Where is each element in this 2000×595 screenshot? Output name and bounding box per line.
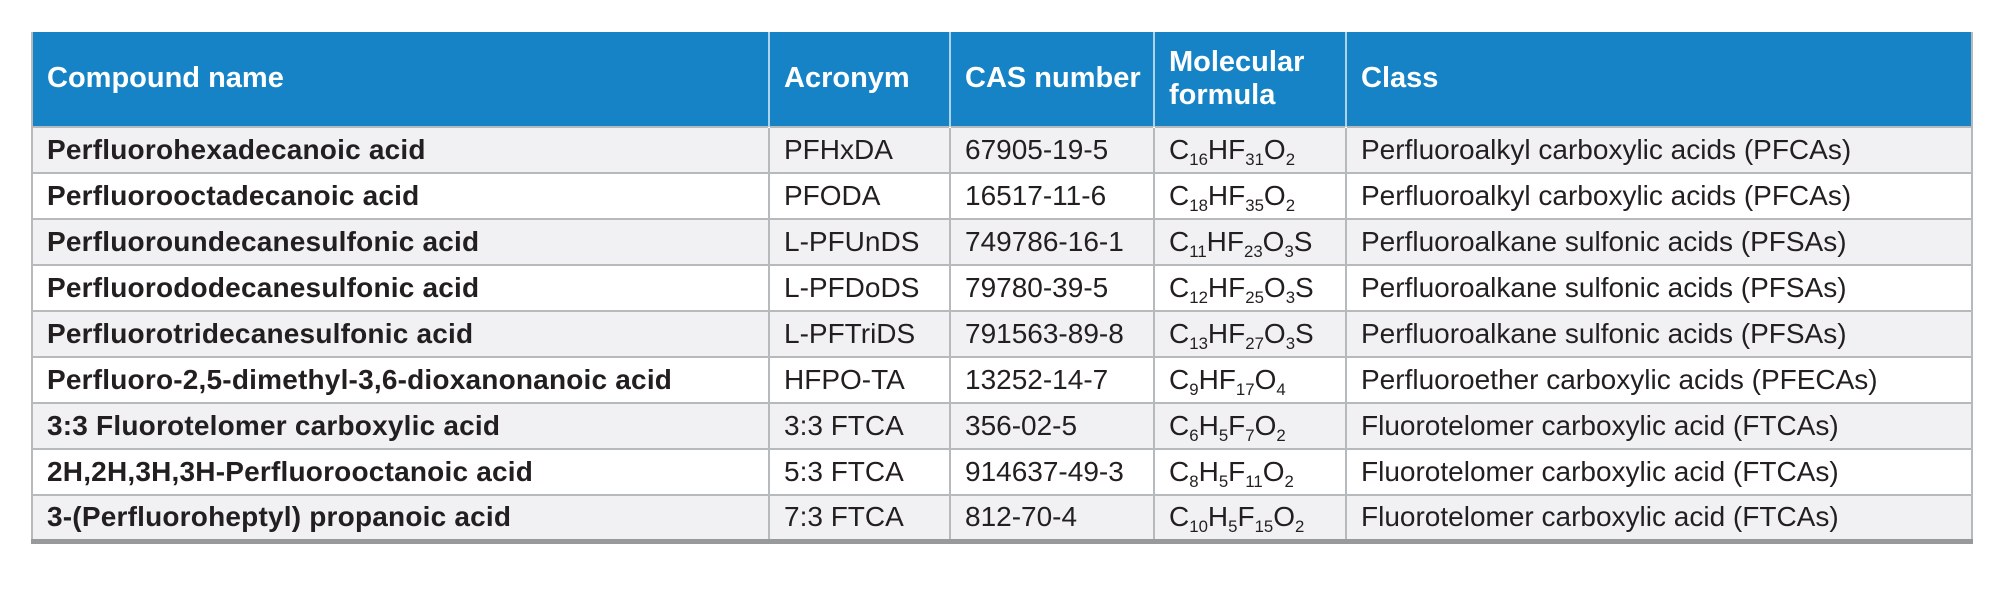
- cell-cas-number: 16517-11-6: [949, 172, 1155, 220]
- cell-class: Perfluoroalkyl carboxylic acids (PFCAs): [1345, 126, 1973, 174]
- cell-molecular-formula: C9HF17O4: [1153, 356, 1347, 404]
- cell-cas-number: 914637-49-3: [949, 448, 1155, 496]
- cell-molecular-formula: C6H5F7O2: [1153, 402, 1347, 450]
- cell-molecular-formula: C18HF35O2: [1153, 172, 1347, 220]
- cell-cas-number: 356-02-5: [949, 402, 1155, 450]
- table-header: Compound name Acronym CAS number Molecul…: [32, 32, 1972, 127]
- table-row: 3:3 Fluorotelomer carboxylic acid 3:3 FTC…: [31, 402, 1973, 450]
- cell-compound-name: 3:3 Fluorotelomer carboxylic acid: [31, 402, 770, 450]
- cell-molecular-formula: C8H5F11O2: [1153, 448, 1347, 496]
- cell-compound-name: Perfluorohexadecanoic acid: [31, 126, 770, 174]
- cell-compound-name: 3-(Perfluoroheptyl) propanoic acid: [31, 494, 770, 542]
- compound-table-container: Compound name Acronym CAS number Molecul…: [31, 32, 1973, 544]
- cell-class: Perfluoroalkane sulfonic acids (PFSAs): [1345, 310, 1973, 358]
- cell-cas-number: 67905-19-5: [949, 126, 1155, 174]
- cell-molecular-formula: C13HF27O3S: [1153, 310, 1347, 358]
- cell-molecular-formula: C11HF23O3S: [1153, 218, 1347, 266]
- cell-cas-number: 79780-39-5: [949, 264, 1155, 312]
- cell-cas-number: 791563-89-8: [949, 310, 1155, 358]
- table-row: Perfluorododecanesulfonic acid L-PFDoDS 79…: [31, 264, 1973, 312]
- cell-class: Fluorotelomer carboxylic acid (FTCAs): [1345, 402, 1973, 450]
- cell-compound-name: Perfluorooctadecanoic acid: [31, 172, 770, 220]
- cell-compound-name: Perfluorododecanesulfonic acid: [31, 264, 770, 312]
- header-molecular-formula: Molecular formula: [1154, 32, 1347, 127]
- cell-compound-name: Perfluorotridecanesulfonic acid: [31, 310, 770, 358]
- cell-acronym: L-PFTriDS: [768, 310, 951, 358]
- table-row: Perfluoro-2,5-dimethyl-3,6-dioxanonanoic…: [31, 356, 1973, 404]
- cell-cas-number: 749786-16-1: [949, 218, 1155, 266]
- cell-class: Fluorotelomer carboxylic acid (FTCAs): [1345, 494, 1973, 542]
- cell-molecular-formula: C10H5F15O2: [1153, 494, 1347, 542]
- compound-table: Compound name Acronym CAS number Molecul…: [31, 32, 1973, 544]
- header-acronym: Acronym: [769, 32, 951, 127]
- table-row: 2H,2H,3H,3H-Perfluorooctanoic acid 5:3 FT…: [31, 448, 1973, 496]
- table-row: Perfluorotridecanesulfonic acid L-PFTriDS…: [31, 310, 1973, 358]
- header-class: Class: [1346, 32, 1972, 127]
- cell-molecular-formula: C12HF25O3S: [1153, 264, 1347, 312]
- cell-cas-number: 13252-14-7: [949, 356, 1155, 404]
- cell-compound-name: 2H,2H,3H,3H-Perfluorooctanoic acid: [31, 448, 770, 496]
- header-cas-number: CAS number: [950, 32, 1155, 127]
- header-compound-name: Compound name: [32, 32, 770, 127]
- table-row: Perfluorooctadecanoic acid PFODA 16517-11-…: [31, 172, 1973, 220]
- cell-cas-number: 812-70-4: [949, 494, 1155, 542]
- cell-acronym: L-PFDoDS: [768, 264, 951, 312]
- cell-class: Perfluoroalkyl carboxylic acids (PFCAs): [1345, 172, 1973, 220]
- header-row: Compound name Acronym CAS number Molecul…: [32, 32, 1972, 127]
- table-row: 3-(Perfluoroheptyl) propanoic acid 7:3 FT…: [31, 494, 1973, 542]
- table-body: Perfluorohexadecanoic acid PFHxDA 67905-19…: [31, 126, 1973, 542]
- cell-class: Perfluoroalkane sulfonic acids (PFSAs): [1345, 218, 1973, 266]
- cell-compound-name: Perfluoroundecanesulfonic acid: [31, 218, 770, 266]
- cell-acronym: PFODA: [768, 172, 951, 220]
- cell-acronym: L-PFUnDS: [768, 218, 951, 266]
- cell-acronym: 5:3 FTCA: [768, 448, 951, 496]
- cell-acronym: 7:3 FTCA: [768, 494, 951, 542]
- table-row: Perfluoroundecanesulfonic acid L-PFUnDS 74…: [31, 218, 1973, 266]
- cell-acronym: 3:3 FTCA: [768, 402, 951, 450]
- cell-molecular-formula: C16HF31O2: [1153, 126, 1347, 174]
- cell-class: Perfluoroether carboxylic acids (PFECAs): [1345, 356, 1973, 404]
- cell-class: Perfluoroalkane sulfonic acids (PFSAs): [1345, 264, 1973, 312]
- table-row: Perfluorohexadecanoic acid PFHxDA 67905-19…: [31, 126, 1973, 174]
- cell-class: Fluorotelomer carboxylic acid (FTCAs): [1345, 448, 1973, 496]
- cell-acronym: HFPO-TA: [768, 356, 951, 404]
- cell-compound-name: Perfluoro-2,5-dimethyl-3,6-dioxanonanoic…: [31, 356, 770, 404]
- cell-acronym: PFHxDA: [768, 126, 951, 174]
